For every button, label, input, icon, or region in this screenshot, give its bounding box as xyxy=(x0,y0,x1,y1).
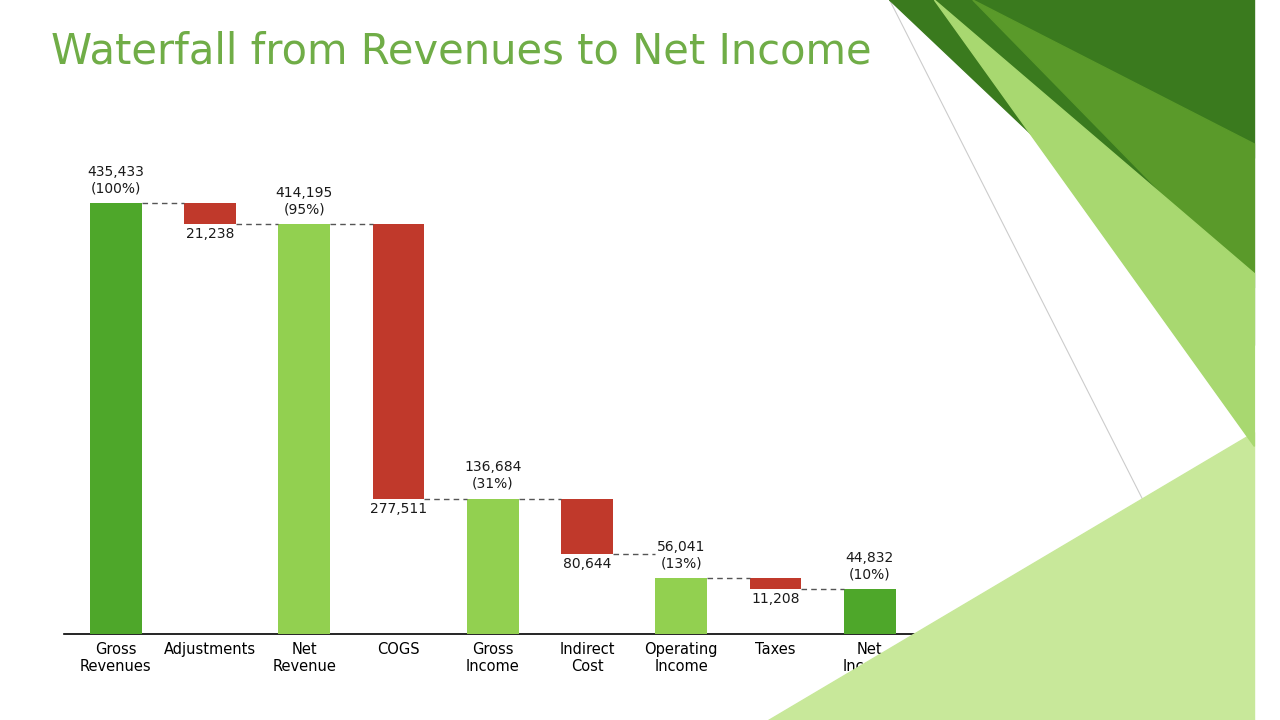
Bar xyxy=(844,589,896,634)
Text: 80,644: 80,644 xyxy=(563,557,612,571)
Bar xyxy=(90,203,142,634)
Text: 414,195
(95%): 414,195 (95%) xyxy=(275,186,333,217)
Text: 21,238: 21,238 xyxy=(186,228,234,241)
Text: Waterfall from Revenues to Net Income: Waterfall from Revenues to Net Income xyxy=(51,30,872,72)
Bar xyxy=(184,203,236,224)
Text: 44,832
(10%): 44,832 (10%) xyxy=(846,551,893,581)
Bar xyxy=(372,224,425,498)
Bar xyxy=(561,498,613,554)
Bar xyxy=(467,498,518,634)
Bar xyxy=(750,578,801,589)
Bar xyxy=(655,578,707,634)
Text: 277,511: 277,511 xyxy=(370,502,428,516)
Text: 136,684
(31%): 136,684 (31%) xyxy=(465,460,521,490)
Text: 11,208: 11,208 xyxy=(751,593,800,606)
Text: 56,041
(13%): 56,041 (13%) xyxy=(657,539,705,570)
Text: 435,433
(100%): 435,433 (100%) xyxy=(87,165,145,195)
Bar xyxy=(279,224,330,634)
